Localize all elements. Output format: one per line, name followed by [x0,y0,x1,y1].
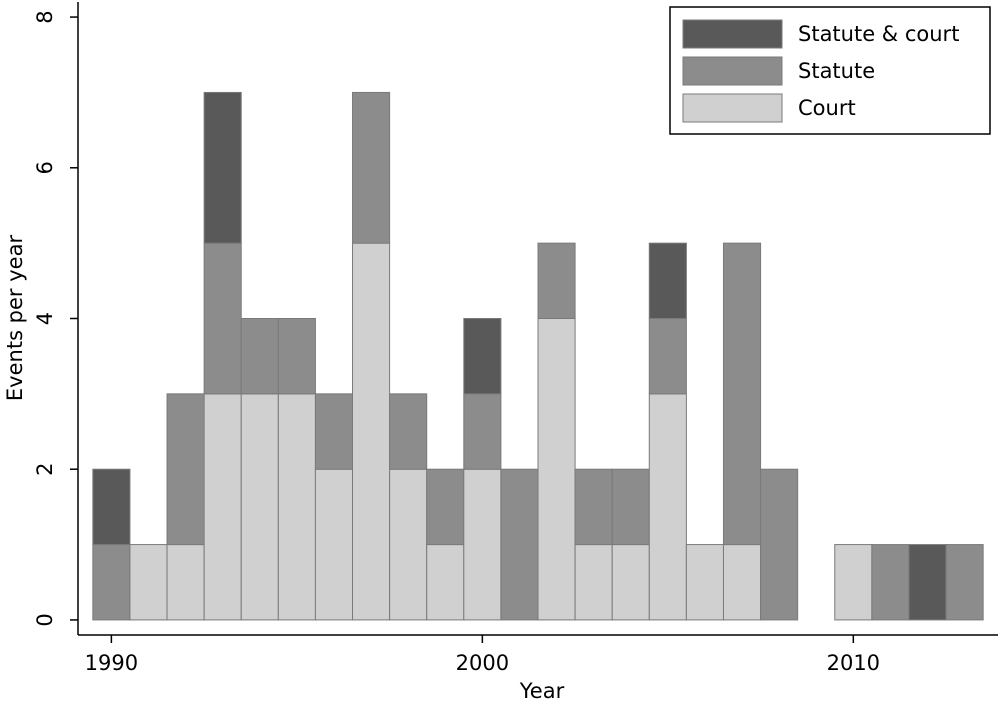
x-tick-label: 2000 [456,651,509,675]
bar-segment [203,91,242,244]
y-tick-label: 2 [33,463,57,476]
bar-segment [722,242,762,546]
y-axis-label: Events per year [3,235,27,402]
bar-segment [463,468,502,621]
bar-segment [500,468,539,621]
bar-segment [574,544,613,621]
bar-segment [722,544,762,621]
bar-segment [648,393,687,621]
bar-segment [389,468,428,621]
bar-segment [648,318,687,395]
bar-segment [426,468,465,546]
x-axis-label: Year [519,679,565,703]
x-tick-label: 2010 [827,651,880,675]
bar-segment [129,544,168,621]
bar-segment [463,393,502,470]
bar-segment [92,468,131,546]
bar-segment [166,544,205,621]
legend-swatch [682,93,783,123]
y-tick-label: 6 [33,161,57,174]
bar-segment [426,544,465,621]
legend-label: Statute [798,59,875,83]
legend-label: Court [798,96,856,120]
bar-segment [537,242,576,319]
bar-segment [537,318,576,621]
bar-segment [871,544,910,621]
bar-segment [240,318,279,395]
y-tick-label: 8 [33,10,57,23]
bar-segment [574,468,613,546]
bar-segment [648,242,687,319]
bar-segment [314,468,354,621]
bar-segment [352,242,391,621]
bar-segment [389,393,428,470]
bar-segment [166,393,205,546]
bar-segment [203,242,242,395]
bar-segment [908,544,947,621]
bar-segment [203,393,242,621]
y-tick-label: 0 [33,613,57,626]
bar-segment [240,393,279,621]
bar-segment [685,544,724,621]
y-tick-label: 4 [33,312,57,325]
bar-segment [760,468,799,621]
bar-segment [611,544,650,621]
legend-swatch [682,56,783,86]
bar-segment [834,544,873,621]
bar-segment [92,544,131,621]
legend-swatch [682,19,783,49]
bar-segment [277,393,316,621]
bar-segment [945,544,984,621]
bar-segment [314,393,354,470]
bar-segment [352,91,391,244]
bar-segment [463,318,502,395]
x-tick-label: 1990 [85,651,138,675]
bar-segment [611,468,650,546]
bar-segment [277,318,316,395]
legend-label: Statute & court [798,22,959,46]
